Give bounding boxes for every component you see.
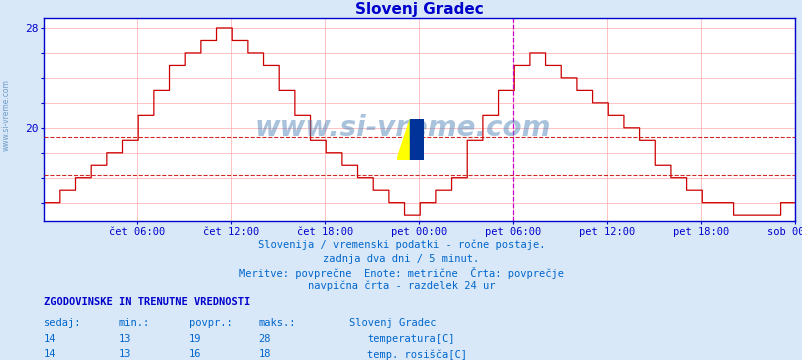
Text: zadnja dva dni / 5 minut.: zadnja dva dni / 5 minut. [323, 254, 479, 264]
Text: temp. rosišča[C]: temp. rosišča[C] [367, 349, 467, 360]
Text: Meritve: povprečne  Enote: metrične  Črta: povprečje: Meritve: povprečne Enote: metrične Črta:… [239, 267, 563, 279]
Text: temperatura[C]: temperatura[C] [367, 334, 454, 344]
Text: www.si-vreme.com: www.si-vreme.com [2, 79, 11, 151]
Text: navpična črta - razdelek 24 ur: navpična črta - razdelek 24 ur [307, 281, 495, 291]
Text: ZGODOVINSKE IN TRENUTNE VREDNOSTI: ZGODOVINSKE IN TRENUTNE VREDNOSTI [44, 297, 250, 307]
Text: min.:: min.: [119, 318, 150, 328]
Text: 16: 16 [188, 349, 201, 359]
Polygon shape [396, 119, 410, 160]
Text: povpr.:: povpr.: [188, 318, 232, 328]
Polygon shape [410, 119, 423, 139]
Text: 13: 13 [119, 334, 132, 344]
Polygon shape [410, 119, 423, 160]
Text: 28: 28 [258, 334, 271, 344]
Text: sedaj:: sedaj: [44, 318, 82, 328]
Text: Slovenija / vremenski podatki - ročne postaje.: Slovenija / vremenski podatki - ročne po… [257, 239, 545, 250]
Text: www.si-vreme.com: www.si-vreme.com [254, 114, 550, 142]
Text: Slovenj Gradec: Slovenj Gradec [349, 318, 436, 328]
Text: 14: 14 [44, 334, 57, 344]
Text: maks.:: maks.: [258, 318, 296, 328]
Text: 13: 13 [119, 349, 132, 359]
Text: 18: 18 [258, 349, 271, 359]
Title: Slovenj Gradec: Slovenj Gradec [354, 2, 484, 17]
Text: 19: 19 [188, 334, 201, 344]
Text: 14: 14 [44, 349, 57, 359]
